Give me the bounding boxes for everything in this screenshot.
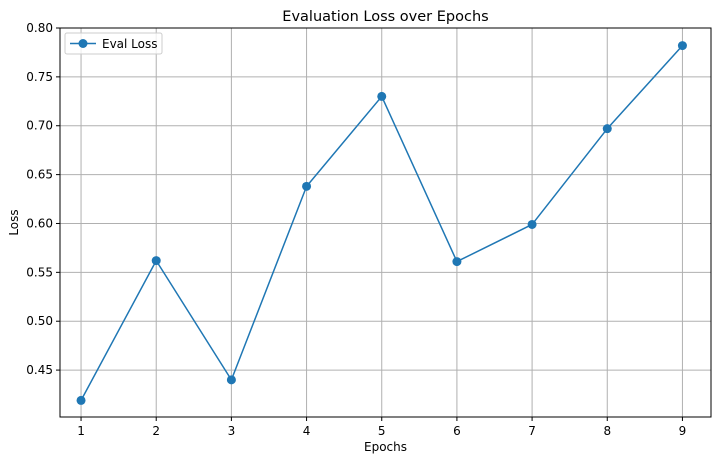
data-point (226, 375, 236, 385)
x-tick-label: 2 (152, 424, 160, 438)
data-point (76, 395, 86, 405)
data-point (677, 41, 687, 51)
data-point (302, 181, 312, 191)
y-tick-label: 0.60 (26, 216, 53, 230)
data-point (377, 91, 387, 101)
x-tick-label: 7 (528, 424, 536, 438)
x-tick-label: 4 (303, 424, 311, 438)
data-point (151, 256, 161, 266)
y-tick-label: 0.50 (26, 314, 53, 328)
legend: Eval Loss (64, 32, 163, 55)
legend-box (64, 32, 163, 55)
y-tick-label: 0.65 (26, 168, 53, 182)
chart-title: Evaluation Loss over Epochs (282, 9, 488, 25)
y-tick-label: 0.75 (26, 70, 53, 84)
x-tick-label: 5 (378, 424, 386, 438)
x-axis-label: Epochs (364, 440, 407, 454)
data-point (602, 124, 612, 134)
plot-frame (59, 27, 712, 418)
x-axis-ticks: 1 2 3 4 5 6 7 8 9 (77, 417, 686, 438)
x-tick-label: 9 (679, 424, 687, 438)
y-tick-label: 0.45 (26, 363, 53, 377)
series-layer (76, 41, 687, 405)
y-axis-label: Loss (7, 209, 21, 235)
data-point (527, 219, 537, 229)
x-tick-label: 8 (603, 424, 611, 438)
y-tick-label: 0.70 (26, 119, 53, 133)
legend-marker-swatch (78, 39, 88, 48)
y-tick-label: 0.55 (26, 265, 53, 279)
x-tick-label: 3 (228, 424, 236, 438)
legend-label: Eval Loss (102, 37, 158, 51)
y-tick-label: 0.80 (26, 21, 53, 35)
x-tick-label: 1 (77, 424, 85, 438)
x-tick-label: 6 (453, 424, 461, 438)
y-axis-ticks: 0.45 0.50 0.55 0.60 0.65 0.70 0.75 0.80 (26, 21, 60, 377)
data-point (452, 257, 462, 267)
